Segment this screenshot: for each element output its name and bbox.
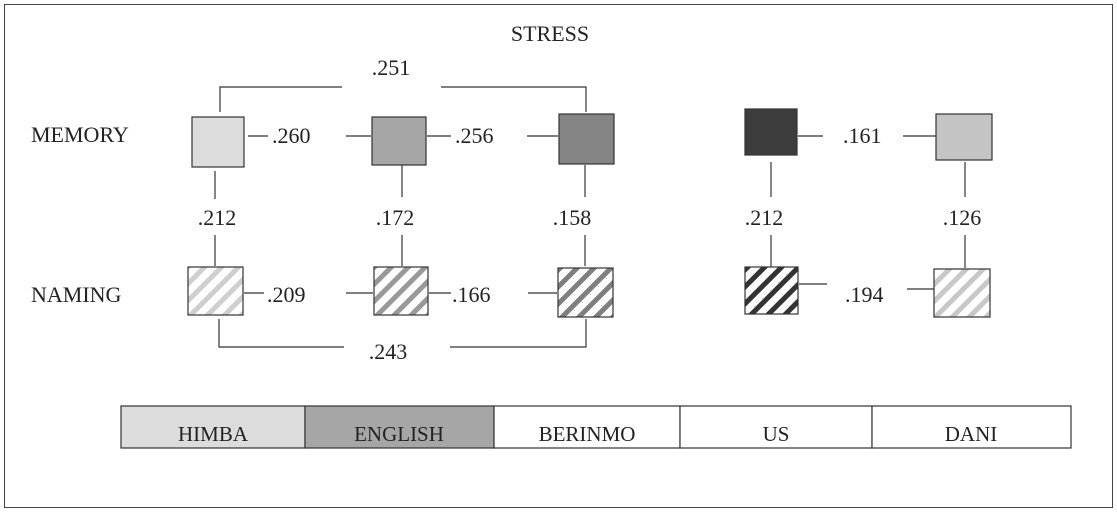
memory-berinmo-square xyxy=(558,113,615,165)
memory-himba-square xyxy=(191,116,245,168)
memory-us-square xyxy=(744,108,798,156)
naming-berinmo-square xyxy=(557,267,614,318)
memory-value-2-3: .256 xyxy=(455,123,494,148)
legend-himba-cell xyxy=(120,405,306,449)
vertical-value-1: .212 xyxy=(198,205,237,230)
naming-bridge-value: .243 xyxy=(369,339,408,364)
memory-value-4-5: .161 xyxy=(843,123,882,148)
naming-value-4-5: .194 xyxy=(845,282,884,307)
naming-row-label: NAMING xyxy=(31,282,122,307)
legend-english-cell xyxy=(304,405,495,449)
naming-himba-square xyxy=(187,266,244,316)
memory-bridge-right xyxy=(441,86,587,112)
memory-english-square xyxy=(371,116,427,166)
legend-berinmo-cell xyxy=(493,405,681,449)
memory-value-1-2: .260 xyxy=(272,123,311,148)
naming-bridge-left xyxy=(218,319,344,348)
memory-dani-square xyxy=(935,113,993,161)
naming-dani-square xyxy=(933,268,991,318)
network-diagram: STRESS MEMORY NAMING .251 .260 .256 .161… xyxy=(31,21,1072,449)
naming-value-2-3: .166 xyxy=(452,282,491,307)
legend-us-label: US xyxy=(763,422,790,446)
memory-bridge-value: .251 xyxy=(372,55,411,80)
naming-value-1-2: .209 xyxy=(267,282,306,307)
naming-english-square xyxy=(373,266,429,316)
legend-berinmo-label: BERINMO xyxy=(539,422,636,446)
naming-us-square xyxy=(744,266,799,315)
legend-english-label: ENGLISH xyxy=(354,422,444,446)
legend-dani-label: DANI xyxy=(945,422,998,446)
naming-bridge-right xyxy=(450,319,587,348)
vertical-value-4: .212 xyxy=(745,205,784,230)
memory-bridge-left xyxy=(219,86,342,112)
figure-frame: STRESS MEMORY NAMING .251 .260 .256 .161… xyxy=(4,4,1113,508)
legend: HIMBA ENGLISH BERINMO US DANI xyxy=(120,405,1072,449)
legend-himba-label: HIMBA xyxy=(178,422,249,446)
memory-row-label: MEMORY xyxy=(31,122,129,147)
vertical-value-3: .158 xyxy=(553,205,592,230)
vertical-value-2: .172 xyxy=(376,205,415,230)
legend-us-cell xyxy=(679,405,873,449)
vertical-value-5: .126 xyxy=(943,205,982,230)
legend-dani-cell xyxy=(871,405,1072,449)
stress-title: STRESS xyxy=(511,21,589,46)
